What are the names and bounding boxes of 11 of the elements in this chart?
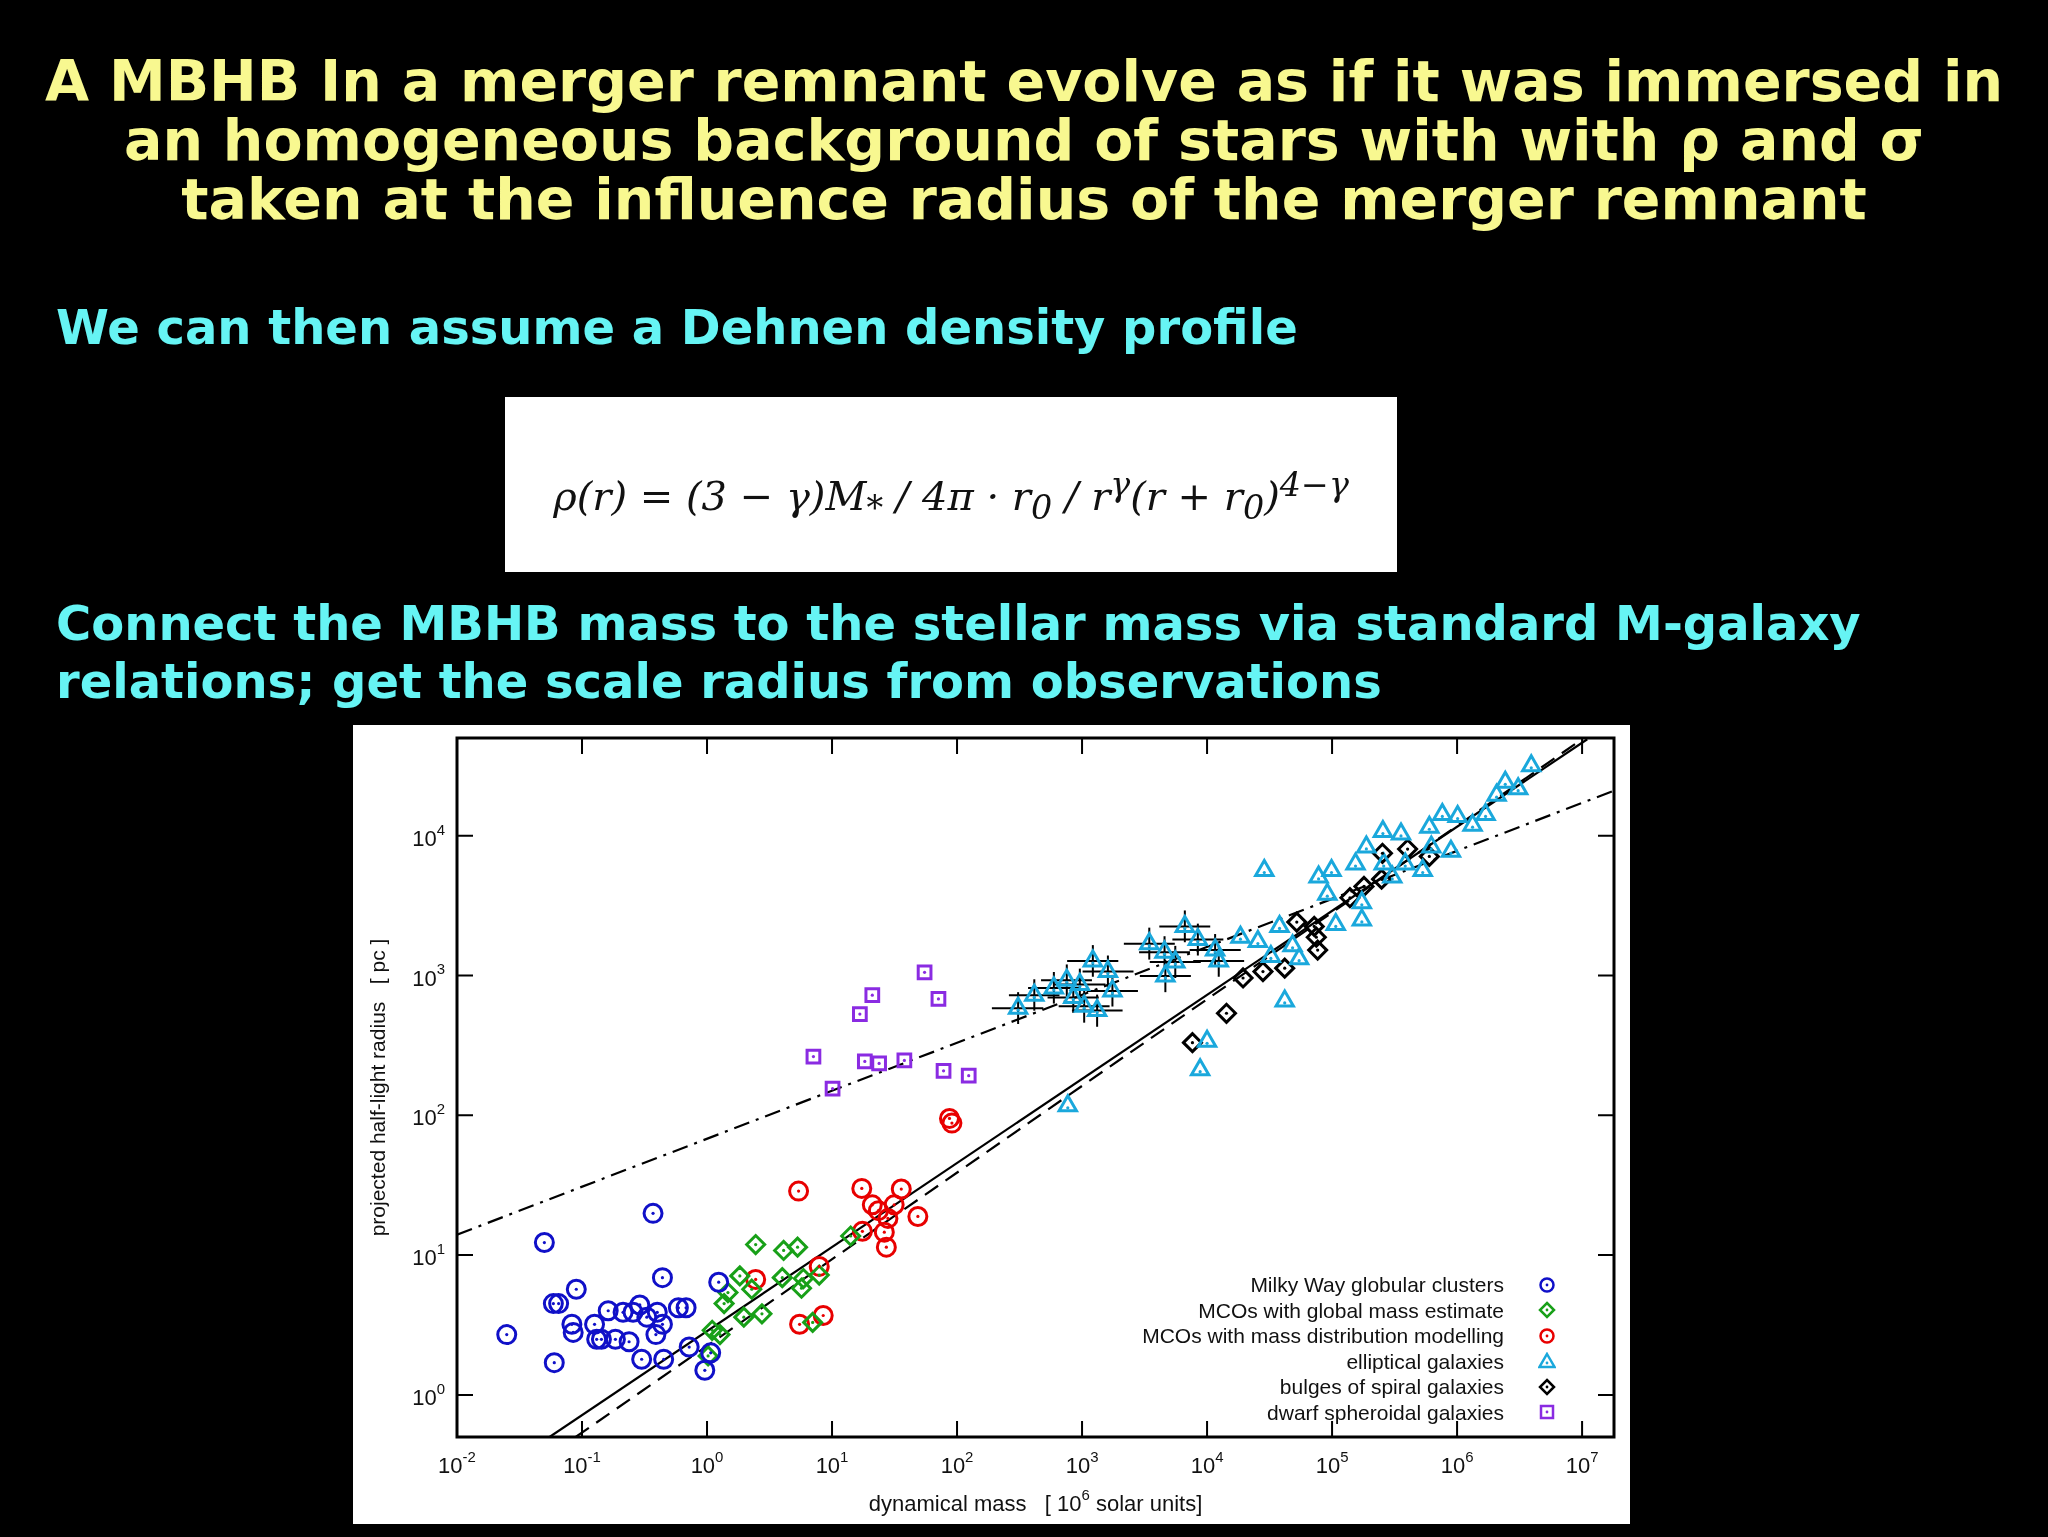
legend-label: Milky Way globular clusters [1250, 1272, 1504, 1298]
legend-label: elliptical galaxies [1346, 1348, 1504, 1374]
legend-label: MCOs with global mass estimate [1198, 1297, 1504, 1323]
text: Connect the MBHB mass to the stellar mass via standard M-galaxy relations; get the scale radius from observations [56, 594, 1862, 710]
chart-title: A MBHB In a merger remnant evolve as if it was immersed in an homogeneous background of stars with with ρ and σ taken at the influence radius of the merger remnant [43, 48, 2005, 232]
legend-label: dwarf spheroidal galaxies [1267, 1399, 1504, 1425]
legend-label: MCOs with mass distribution modelling [1142, 1323, 1504, 1349]
legend-label: bulges of spiral galaxies [1279, 1374, 1504, 1400]
text: ρ(r) = (3 − γ)M$_{*}$ / 4π · r$_{0}$ / r$^{γ}$(r + r$_{0}$)$^{4−γ}$ [553, 465, 1349, 528]
text: We can then assume a Dehnen density profile [56, 298, 1299, 356]
y-axis-title: projected half-light radius [ pc ] [365, 938, 389, 1237]
